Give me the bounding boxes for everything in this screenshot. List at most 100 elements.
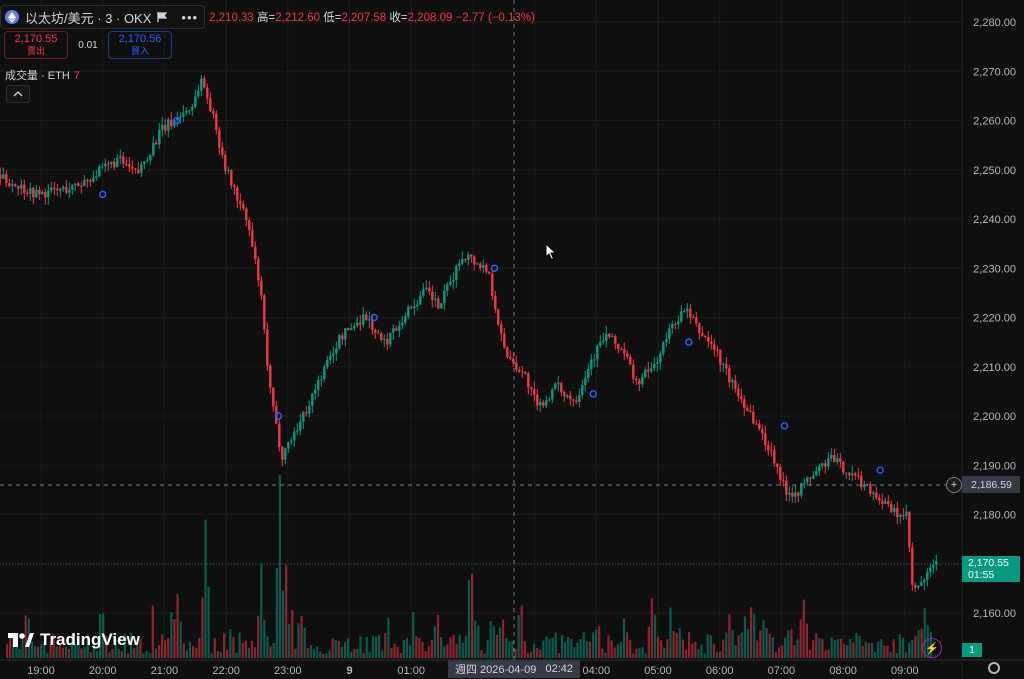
volume-bar bbox=[266, 636, 269, 658]
candle-body bbox=[290, 440, 293, 442]
volume-bar bbox=[285, 564, 288, 658]
volume-bar bbox=[715, 652, 719, 658]
volume-bar bbox=[142, 653, 145, 658]
candle-body bbox=[674, 323, 677, 325]
more-dots-icon[interactable]: ••• bbox=[181, 9, 199, 25]
volume-bar bbox=[818, 638, 821, 658]
volume-bar bbox=[852, 642, 855, 658]
candle-body bbox=[572, 399, 575, 401]
volume-bar bbox=[629, 640, 632, 658]
candle-body bbox=[851, 473, 854, 476]
volume-bar bbox=[154, 648, 157, 658]
ohlc-high-value: 2,212.60 bbox=[275, 12, 321, 24]
candle-body bbox=[626, 353, 629, 357]
volume-bar bbox=[415, 636, 418, 658]
candle-body bbox=[302, 412, 305, 422]
volume-bar bbox=[632, 653, 635, 658]
volume-bar bbox=[449, 637, 452, 658]
volume-bar bbox=[576, 642, 579, 658]
volume-bar bbox=[24, 615, 27, 658]
current-price-label: 2,170.55 01:55 bbox=[962, 556, 1020, 582]
ohlc-low-label: 低= bbox=[323, 12, 342, 24]
volume-bar bbox=[157, 645, 161, 658]
candle-body bbox=[251, 230, 254, 247]
volume-bar bbox=[542, 640, 545, 658]
x-tick-label: 23:00 bbox=[274, 665, 302, 677]
x-tick-label: 06:00 bbox=[706, 665, 734, 677]
candle-body bbox=[647, 369, 650, 372]
plus-icon[interactable]: + bbox=[946, 477, 962, 493]
candle-body bbox=[557, 383, 560, 385]
volume-bar bbox=[529, 651, 533, 658]
buy-button[interactable]: 2,170.56 買入 bbox=[108, 31, 172, 59]
candle-body bbox=[125, 163, 128, 165]
volume-bar bbox=[64, 646, 68, 658]
volume-bar bbox=[359, 636, 362, 658]
candle-body bbox=[341, 335, 344, 340]
volume-bar bbox=[446, 644, 449, 658]
candle-body bbox=[734, 380, 737, 389]
candle-body bbox=[857, 475, 860, 477]
candle-body bbox=[461, 259, 464, 264]
volume-bar bbox=[188, 641, 192, 658]
mouse-cursor-icon bbox=[545, 243, 557, 261]
crosshair-date: 週四 2026-04-09 bbox=[454, 664, 537, 676]
candle-body bbox=[101, 166, 104, 168]
collapse-button[interactable] bbox=[6, 85, 30, 103]
candle-body bbox=[227, 169, 230, 172]
symbol-selector[interactable]: 以太坊/美元 · 3 · OKX ••• bbox=[0, 5, 206, 29]
flag-icon[interactable] bbox=[157, 12, 168, 22]
sell-button[interactable]: 2,170.55 賣出 bbox=[4, 31, 68, 59]
volume-bar bbox=[6, 643, 9, 658]
crosshair-time: 02:42 bbox=[545, 663, 574, 675]
countdown-timer: 01:55 bbox=[968, 569, 995, 581]
event-marker bbox=[98, 190, 107, 199]
candle-body bbox=[689, 308, 692, 318]
volume-bar bbox=[232, 636, 235, 658]
candle-body bbox=[587, 368, 590, 379]
sell-label: 賣出 bbox=[26, 46, 45, 56]
volume-bar bbox=[260, 564, 263, 658]
volume-bar bbox=[201, 597, 204, 658]
candle-body bbox=[521, 371, 524, 373]
volume-bar bbox=[37, 646, 40, 658]
candle-body bbox=[893, 507, 896, 512]
volume-bar bbox=[427, 646, 430, 658]
gear-icon[interactable] bbox=[988, 662, 1000, 674]
candle-body bbox=[164, 124, 167, 131]
candle-body bbox=[863, 484, 866, 488]
candle-body bbox=[425, 287, 428, 290]
x-tick-label: 04:00 bbox=[583, 665, 611, 677]
volume-bar bbox=[781, 645, 784, 658]
volume-bar bbox=[616, 644, 619, 658]
volume-bar bbox=[598, 626, 601, 658]
volume-bar bbox=[657, 636, 660, 658]
volume-bar bbox=[173, 619, 176, 658]
candle-body bbox=[896, 507, 899, 518]
volume-bar bbox=[638, 648, 641, 658]
tradingview-logo[interactable]: TradingView bbox=[8, 630, 140, 650]
candle-body bbox=[284, 448, 287, 460]
candle-body bbox=[785, 480, 788, 495]
volume-bar bbox=[356, 649, 359, 658]
candle-body bbox=[455, 265, 458, 280]
candle-body bbox=[311, 393, 314, 406]
volume-bar bbox=[223, 633, 226, 658]
volume-bar bbox=[688, 632, 691, 658]
volume-bar bbox=[452, 635, 455, 658]
candle-body bbox=[776, 463, 779, 468]
volume-bar bbox=[133, 648, 136, 658]
x-tick-label: 22:00 bbox=[212, 665, 240, 677]
volume-bar bbox=[672, 630, 675, 658]
volume-bar bbox=[855, 632, 858, 658]
volume-bar bbox=[74, 642, 77, 658]
x-tick-label: 19:00 bbox=[27, 665, 55, 677]
volume-bar bbox=[653, 614, 657, 658]
volume-bar bbox=[409, 645, 412, 658]
lightning-icon[interactable]: ⚡ bbox=[922, 638, 942, 658]
volume-bar bbox=[309, 645, 312, 658]
volume-bar bbox=[148, 653, 151, 658]
candle-body bbox=[299, 421, 302, 431]
volume-bar bbox=[626, 632, 629, 658]
